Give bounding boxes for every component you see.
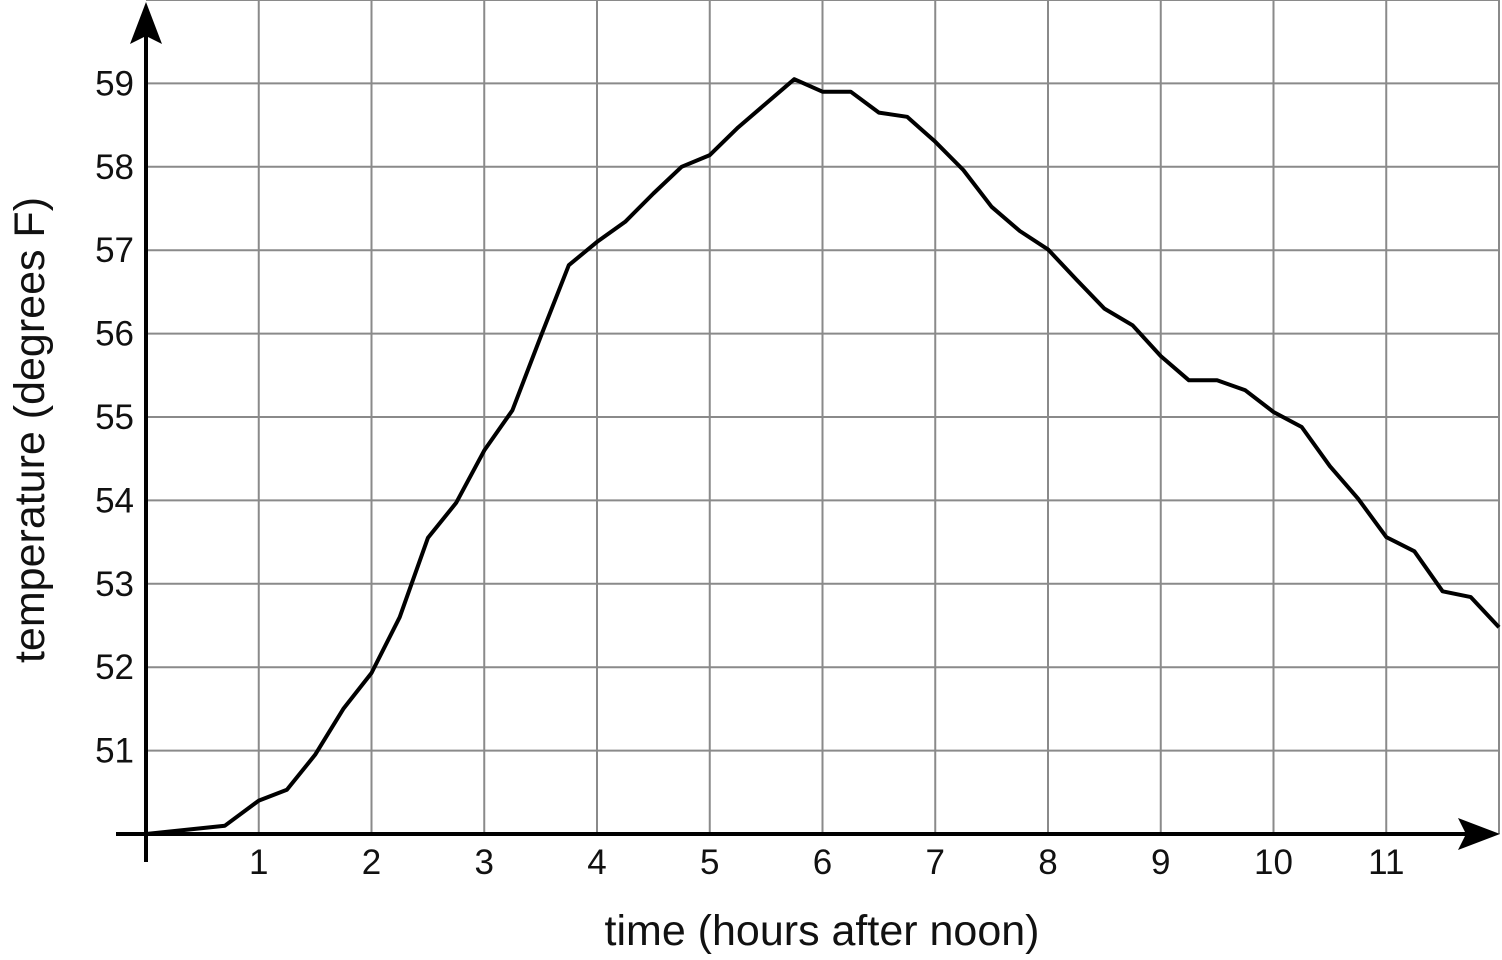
x-tick-label: 7 — [926, 843, 945, 882]
y-tick-label: 55 — [95, 398, 134, 437]
axes — [116, 2, 1500, 862]
y-tick-label: 57 — [95, 231, 134, 270]
x-tick-label: 1 — [249, 843, 268, 882]
series — [145, 77, 1501, 836]
x-tick-label: 2 — [362, 843, 381, 882]
x-tick-label: 8 — [1038, 843, 1057, 882]
y-axis-label: temperature (degrees F) — [6, 197, 54, 663]
grid — [146, 0, 1500, 834]
y-tick-label: 59 — [95, 64, 134, 103]
y-axis-arrow-icon — [130, 2, 162, 44]
x-tick-label: 4 — [587, 843, 606, 882]
x-tick-label: 9 — [1151, 843, 1170, 882]
y-tick-label: 54 — [95, 481, 134, 520]
y-tick-label: 52 — [95, 648, 134, 687]
y-tick-label: 58 — [95, 148, 134, 187]
y-tick-label: 56 — [95, 315, 134, 354]
x-axis-arrow-icon — [1458, 818, 1500, 850]
temperature-line — [145, 77, 1501, 836]
x-tick-label: 5 — [700, 843, 719, 882]
x-tick-label: 6 — [813, 843, 832, 882]
x-axis-label: time (hours after noon) — [605, 907, 1040, 955]
x-tick-label: 3 — [475, 843, 494, 882]
y-tick-label: 53 — [95, 565, 134, 604]
x-tick-label: 10 — [1254, 843, 1293, 882]
x-tick-label: 11 — [1368, 843, 1404, 882]
y-tick-label: 51 — [95, 732, 134, 771]
